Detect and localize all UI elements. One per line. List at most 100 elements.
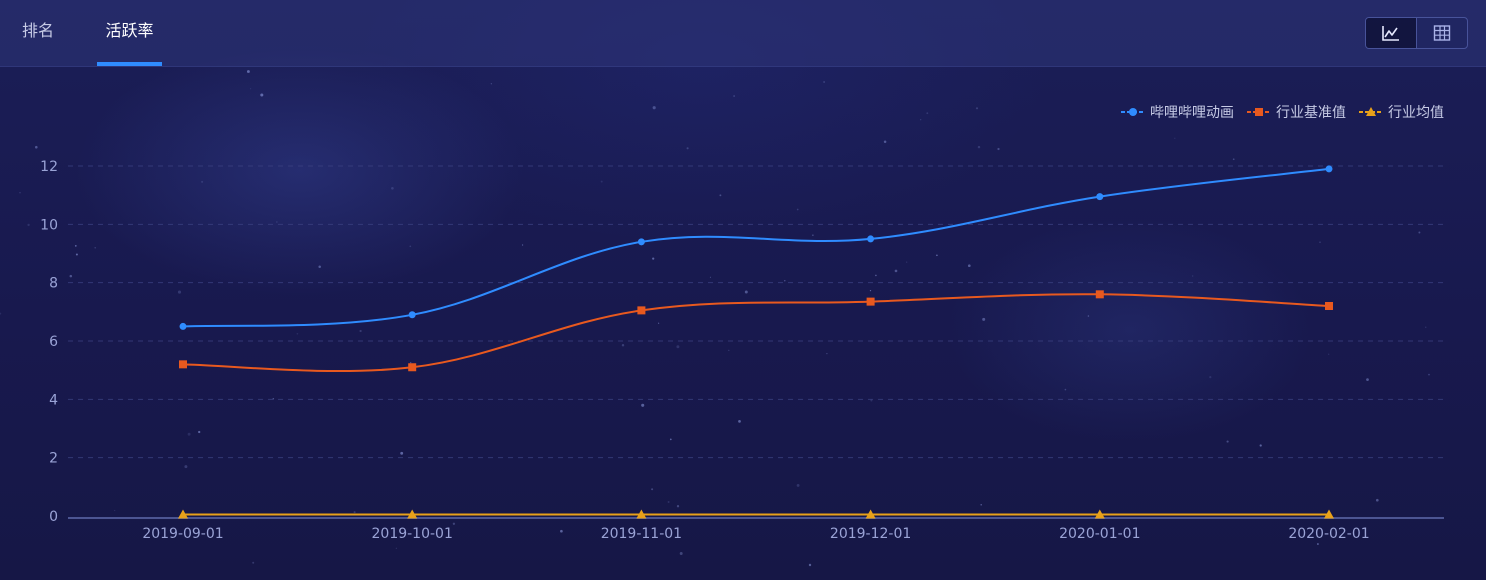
star-dot: [252, 562, 254, 564]
star-dot: [560, 530, 563, 533]
data-point-2-3[interactable]: [637, 306, 645, 314]
star-dot: [658, 323, 659, 324]
star-dot: [114, 510, 115, 511]
data-point-2-6[interactable]: [1325, 302, 1333, 310]
star-dot: [410, 362, 411, 363]
star-dot: [733, 95, 735, 97]
x-tick-label: 2019-12-01: [830, 526, 911, 542]
star-dot: [641, 404, 644, 407]
star-dot: [1425, 327, 1426, 328]
star-dot: [318, 266, 321, 269]
star-dot: [76, 253, 78, 255]
star-dot: [997, 148, 999, 150]
star-dot: [1317, 543, 1319, 545]
star-dot: [826, 353, 827, 354]
star-dot: [188, 433, 191, 436]
chart-grid: [68, 166, 1444, 458]
star-dot: [70, 275, 73, 278]
star-dot: [728, 350, 729, 351]
star-dot: [797, 484, 800, 487]
star-dot: [719, 194, 721, 196]
star-dot: [400, 452, 403, 455]
star-dot: [1233, 158, 1235, 160]
star-dot: [1319, 241, 1321, 243]
x-tick-label: 2019-09-01: [142, 526, 223, 542]
star-dot: [926, 112, 928, 114]
star-dot: [1418, 232, 1420, 234]
series-line-2[interactable]: [183, 294, 1329, 371]
data-point-1-6[interactable]: [1326, 165, 1333, 172]
star-dot: [27, 224, 29, 226]
data-point-1-3[interactable]: [638, 238, 645, 245]
data-point-2-1[interactable]: [179, 360, 187, 368]
star-dot: [396, 548, 397, 549]
star-dot: [1227, 441, 1229, 443]
x-tick-label: 2019-10-01: [372, 526, 453, 542]
star-dot: [178, 291, 181, 294]
y-tick-label: 6: [49, 334, 58, 350]
data-point-1-1[interactable]: [180, 323, 187, 330]
star-dot: [906, 262, 907, 263]
star-dot: [198, 431, 200, 433]
y-tick-label: 10: [40, 217, 58, 233]
chart-series: [178, 165, 1334, 518]
star-dot: [184, 465, 187, 468]
star-dot: [652, 258, 654, 260]
star-dot: [884, 140, 887, 143]
star-dot: [976, 107, 978, 109]
star-dot: [1192, 275, 1193, 276]
star-dot: [297, 333, 299, 335]
legend-item-benchmark[interactable]: 行业基准值: [1246, 102, 1346, 122]
star-dot: [1376, 499, 1379, 502]
legend-item-average[interactable]: 行业均值: [1358, 102, 1444, 122]
y-tick-label: 12: [40, 159, 58, 175]
legend-label: 行业均值: [1388, 102, 1444, 122]
star-dot: [710, 277, 711, 278]
star-dot: [687, 147, 689, 149]
star-dot: [250, 88, 251, 89]
star-dot: [668, 501, 670, 503]
star-dot: [982, 318, 985, 321]
star-dot: [75, 245, 77, 247]
data-point-2-2[interactable]: [408, 363, 416, 371]
x-axis: 2019-09-01 2019-10-01 2019-11-01 2019-12-01…: [68, 518, 1444, 542]
star-dot: [247, 70, 250, 73]
star-dot: [1209, 376, 1211, 378]
star-dot: [94, 247, 96, 249]
data-point-2-4[interactable]: [867, 298, 875, 306]
star-dot: [1366, 378, 1369, 381]
data-point-1-4[interactable]: [867, 235, 874, 242]
data-point-1-5[interactable]: [1096, 193, 1103, 200]
star-dot: [651, 488, 653, 490]
chart-legend: 哔哩哔哩动画 行业基准值 行业均值: [1108, 102, 1444, 122]
y-tick-label: 8: [49, 276, 58, 292]
star-dot: [980, 504, 982, 506]
legend-triangle-marker-icon: [1358, 106, 1384, 118]
star-dot: [1088, 315, 1090, 317]
star-dot: [920, 119, 921, 120]
star-dot: [680, 552, 683, 555]
star-dot: [676, 345, 679, 348]
star-dot: [354, 511, 356, 513]
star-dot: [677, 505, 679, 507]
data-point-1-2[interactable]: [409, 311, 416, 318]
data-point-2-5[interactable]: [1096, 290, 1104, 298]
star-dot: [260, 93, 263, 96]
x-tick-label: 2020-01-01: [1059, 526, 1140, 542]
star-dot: [1328, 354, 1329, 355]
star-dot: [0, 313, 1, 315]
y-tick-label: 0: [49, 509, 58, 525]
star-dot: [968, 264, 971, 267]
legend-label: 行业基准值: [1276, 102, 1346, 122]
star-dot: [1428, 374, 1430, 376]
star-dot: [1174, 138, 1175, 139]
star-dot: [797, 209, 799, 211]
star-dot: [359, 330, 361, 332]
star-dot: [201, 181, 203, 183]
star-dot: [409, 245, 411, 247]
star-dot: [784, 280, 785, 281]
star-dot: [895, 270, 898, 273]
legend-item-bilibili[interactable]: 哔哩哔哩动画: [1120, 102, 1234, 122]
